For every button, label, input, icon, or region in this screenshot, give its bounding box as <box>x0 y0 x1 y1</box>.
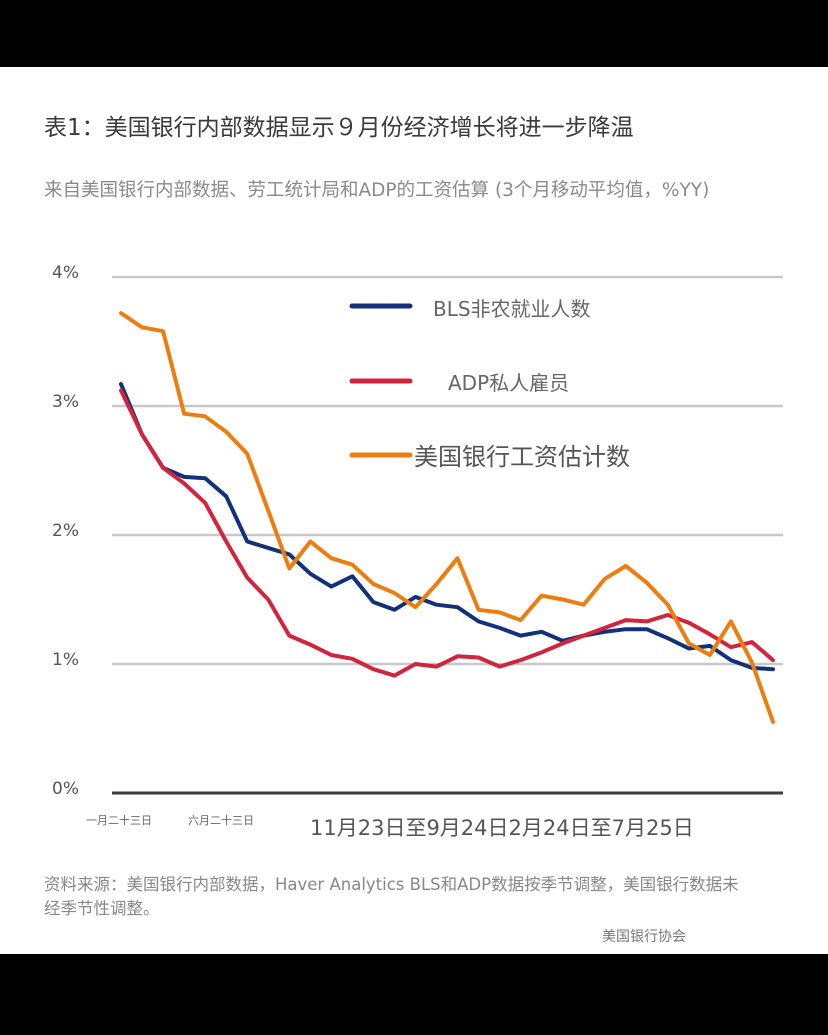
legend-label-bofa: 美国银行工资估计数 <box>414 443 630 471</box>
legend-label-bls: BLS非农就业人数 <box>433 297 591 321</box>
series-line-adp <box>119 388 775 678</box>
y-tick-label: 4% <box>52 263 79 283</box>
brand-watermark: 美国银行协会 <box>602 929 686 945</box>
source-note: 资料来源：美国银行内部数据，Haver Analytics BLS和ADP数据按… <box>44 875 739 918</box>
y-tick-label: 2% <box>52 521 79 541</box>
series-lines <box>119 311 775 724</box>
legend-label-adp: ADP私人雇员 <box>448 371 570 395</box>
x-axis-label: 11月23日至9月24日2月24日至7月25日 <box>310 816 694 840</box>
x-tick-label: 六月二十三日 <box>188 814 254 827</box>
y-tick-label: 3% <box>52 392 79 412</box>
y-tick-label: 1% <box>52 650 79 670</box>
y-tick-label: 0% <box>52 779 79 799</box>
legend-swatches <box>349 303 413 458</box>
chart-title: 表1：美国银行内部数据显示９月份经济增长将进一步降温 <box>44 115 634 141</box>
x-tick-label: 一月二十三日 <box>86 814 152 827</box>
chart-panel <box>0 67 828 954</box>
gridlines <box>112 275 783 795</box>
chart-subtitle: 来自美国银行内部数据、劳工统计局和ADP的工资估算 (3个月移动平均值，%YY) <box>44 180 710 201</box>
series-line-bofa <box>119 311 775 724</box>
series-line-bls <box>119 382 775 672</box>
